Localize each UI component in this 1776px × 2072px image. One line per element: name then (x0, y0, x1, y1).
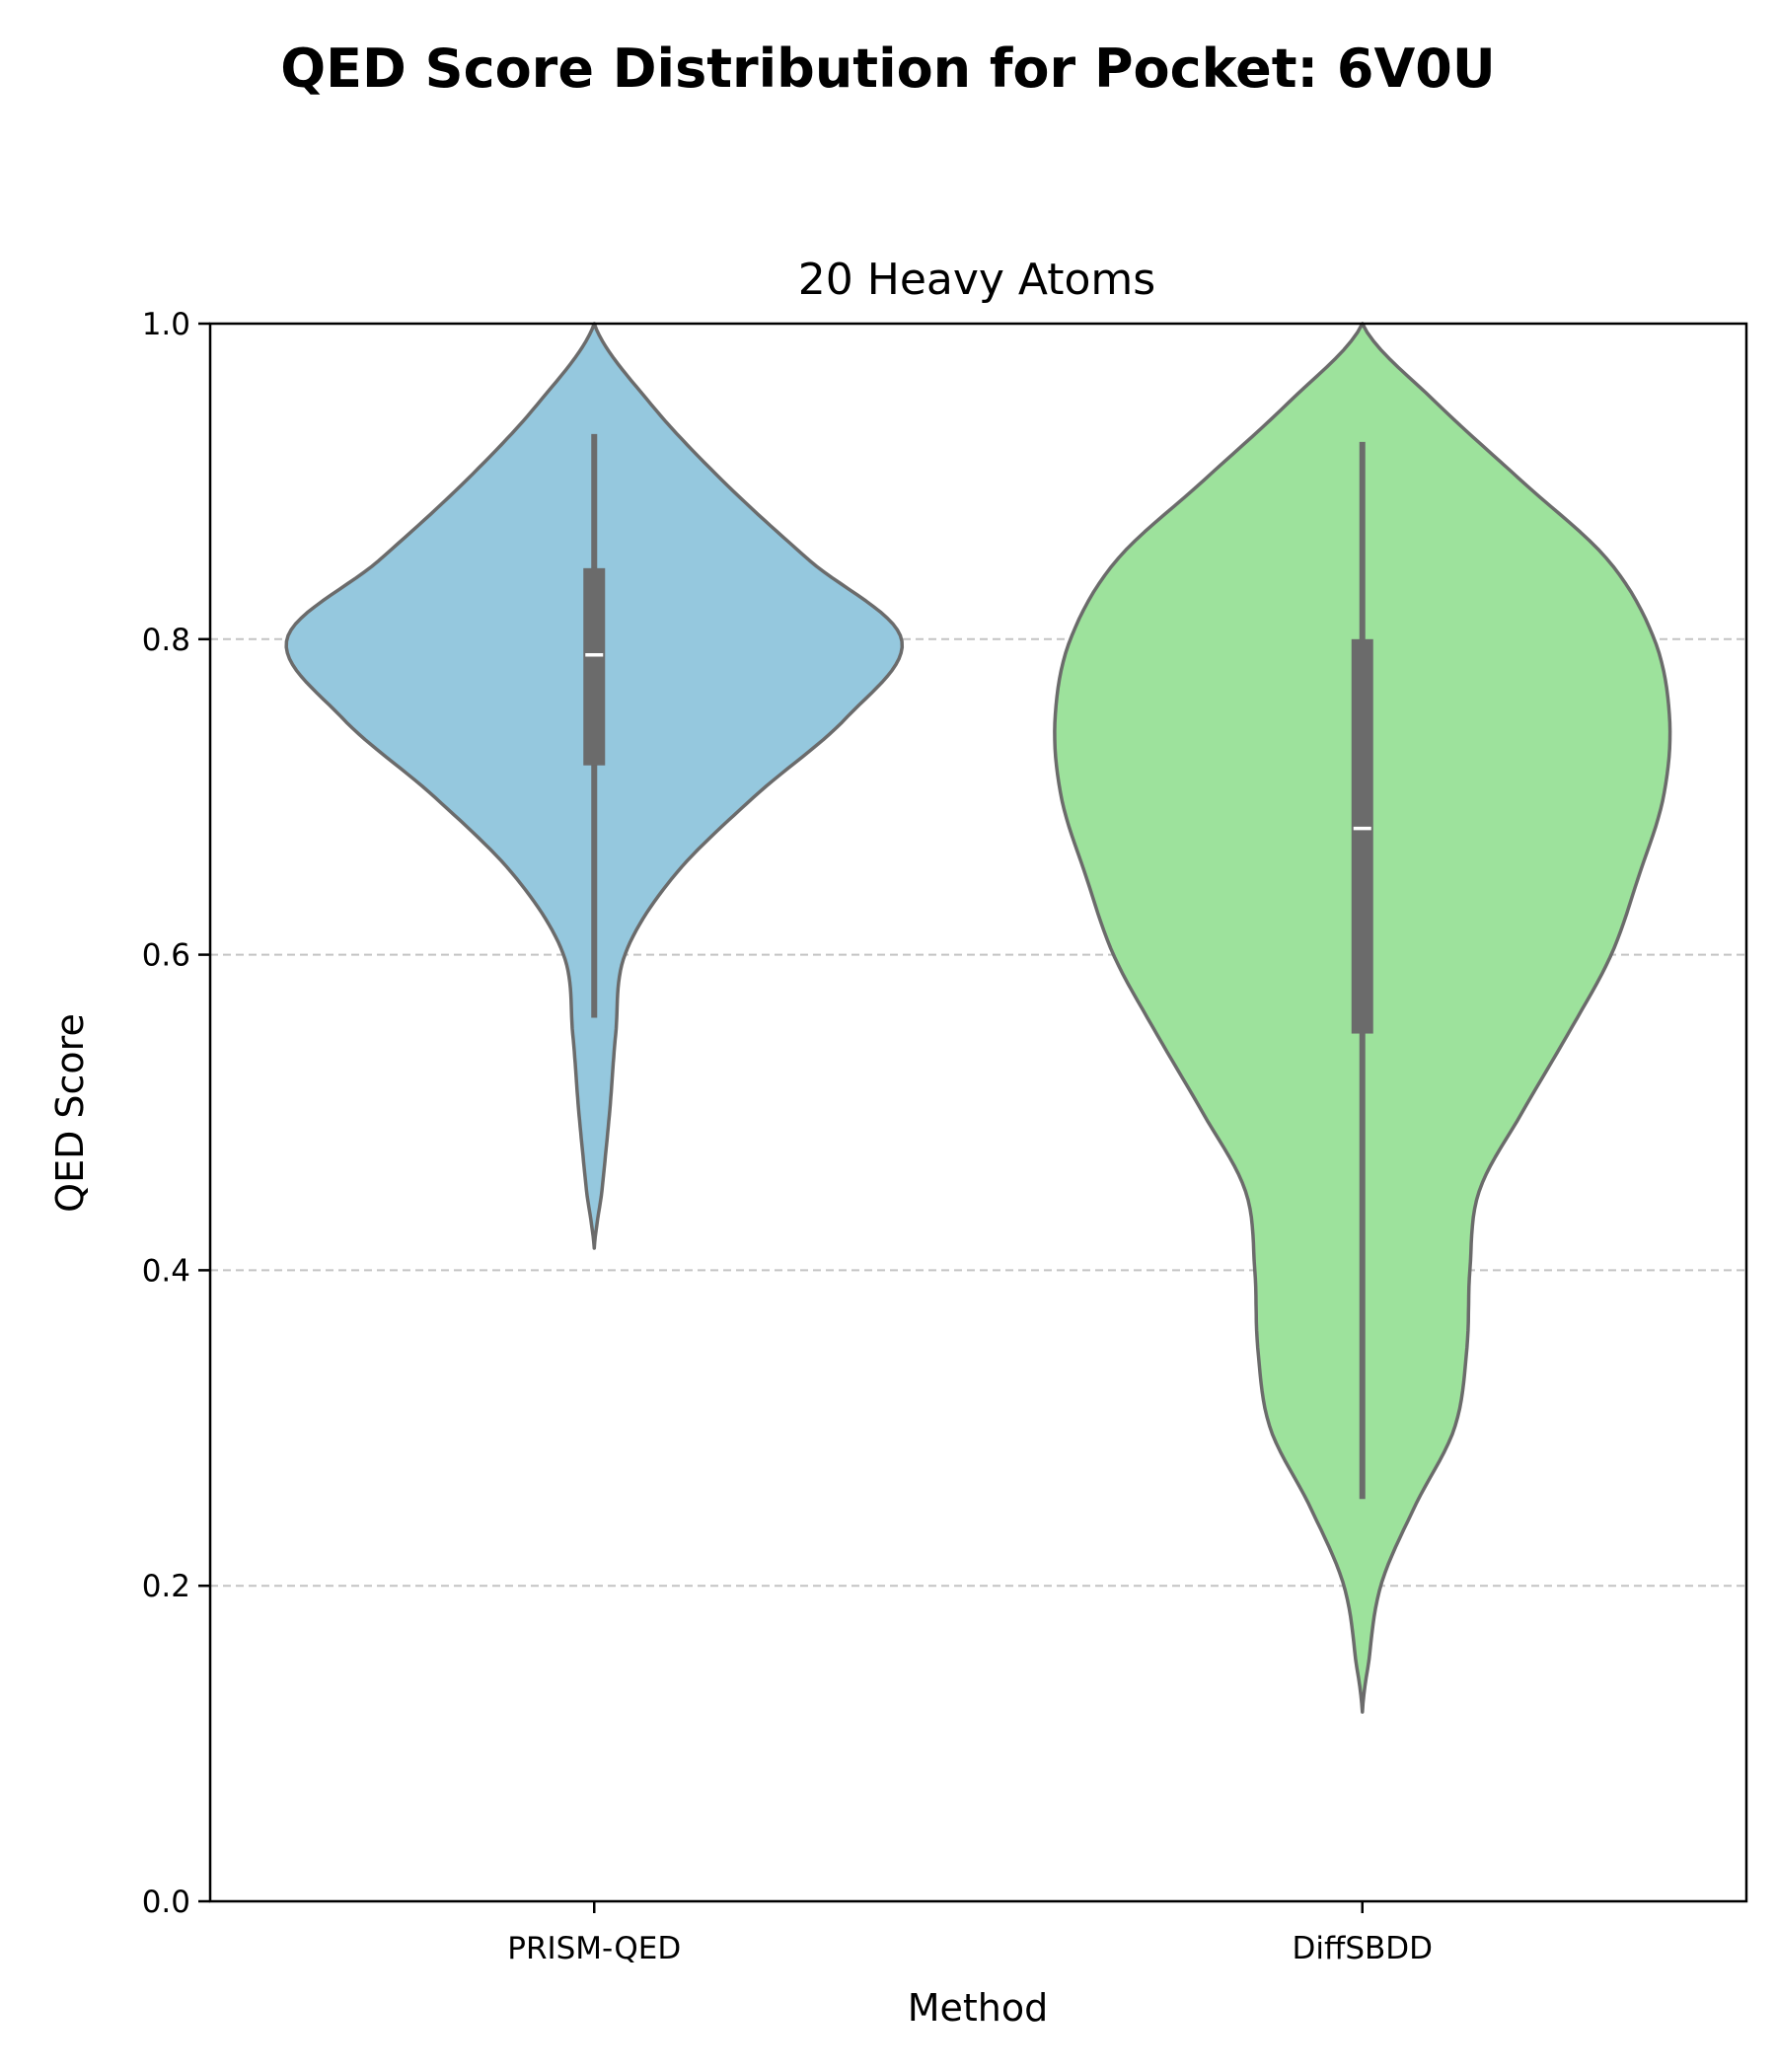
y-tick-label: 0.6 (142, 938, 190, 974)
y-axis-ticks: 0.0 0.2 0.4 0.6 0.8 1.0 (142, 307, 210, 1920)
iqr-box (1351, 638, 1373, 1034)
plot-frame (208, 322, 1748, 1903)
iqr-box (583, 567, 606, 766)
violins (284, 322, 1672, 1714)
y-tick-label: 0.0 (142, 1885, 190, 1920)
x-tick-label: PRISM-QED (507, 1931, 681, 1966)
chart-title: 20 Heavy Atoms (798, 255, 1155, 305)
chart-suptitle: QED Score Distribution for Pocket: 6V0U (280, 37, 1495, 100)
x-axis-label: Method (908, 1986, 1049, 2030)
y-tick-label: 1.0 (142, 307, 190, 342)
x-axis-ticks: PRISM-QED DiffSBDD (507, 1901, 1433, 1966)
y-tick-label: 0.2 (142, 1569, 190, 1604)
y-tick-label: 0.8 (142, 623, 190, 658)
y-axis-label: QED Score (48, 1013, 92, 1213)
x-tick-label: DiffSBDD (1292, 1931, 1433, 1966)
y-tick-label: 0.4 (142, 1253, 190, 1289)
